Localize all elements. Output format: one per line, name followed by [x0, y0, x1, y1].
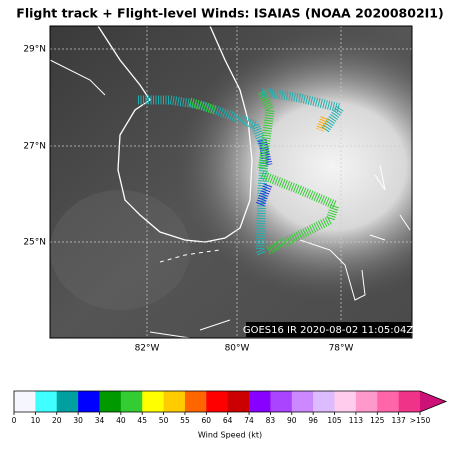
colorbar-tick-label: >150	[410, 416, 431, 425]
colorbar-segment	[99, 391, 122, 412]
colorbar-segment	[227, 391, 250, 412]
colorbar-segment	[206, 391, 228, 412]
coastline	[49, 59, 106, 96]
colorbar-tick-label: 40	[116, 416, 126, 425]
colorbar-segment	[270, 391, 293, 412]
colorbar-tick-label: 90	[287, 416, 297, 425]
colorbar-tick-label: 137	[391, 416, 406, 425]
colorbar-segment	[291, 391, 314, 412]
colorbar-segment	[14, 391, 36, 412]
colorbar-segment	[184, 391, 207, 412]
map-frame	[49, 25, 413, 339]
track-leg	[315, 116, 330, 132]
colorbar-label: Wind Speed (kt)	[198, 431, 262, 440]
track-leg	[261, 87, 348, 133]
colorbar-segment	[377, 391, 399, 412]
colorbar-tick-label: 60	[202, 416, 212, 425]
islands	[299, 164, 411, 301]
colorbar-tick-label: 10	[31, 416, 41, 425]
colorbar-tick-label: 96	[308, 416, 318, 425]
colorbar-segment	[249, 391, 271, 412]
cloud-mass	[50, 26, 412, 338]
annotation: GOES16 IR 2020-08-02 11:05:04Z	[243, 325, 413, 336]
lon-label: 82°W	[135, 344, 160, 354]
annotation-box	[246, 322, 411, 337]
track-leg	[250, 123, 270, 257]
colorbar-segment	[35, 391, 58, 412]
lat-label: 29°N	[23, 45, 46, 55]
colorbar-segment	[398, 391, 421, 412]
colorbar-segment	[56, 391, 79, 412]
map: GOES16 IR 2020-08-02 11:05:04Z	[49, 25, 413, 339]
flight-track	[138, 87, 348, 257]
colorbar-segment	[163, 391, 186, 412]
colorbar-tick-label: 34	[95, 416, 105, 425]
colorbar-segment	[120, 391, 143, 412]
track-leg	[257, 90, 275, 171]
lon-label: 80°W	[225, 344, 250, 354]
lon-label: 78°W	[329, 344, 354, 354]
colorbar-tick-label: 113	[349, 416, 364, 425]
colorbar-tick-label: 105	[327, 416, 342, 425]
title: Flight track + Flight-level Winds: ISAIA…	[16, 6, 443, 21]
track-leg	[138, 95, 257, 130]
graticule	[50, 26, 412, 338]
colorbar-tick-label: 20	[52, 416, 62, 425]
cloud-patch	[50, 190, 190, 310]
colorbar-tick-label: 30	[73, 416, 83, 425]
track-leg	[257, 138, 273, 167]
colorbar-tick-label: 50	[159, 416, 169, 425]
colorbar-tick-label: 64	[223, 416, 233, 425]
lat-label: 25°N	[23, 238, 46, 248]
lat-label: 27°N	[23, 142, 46, 152]
colorbar: 0 10 20 30 34 40 45 50 55 60 64 74 83 90 96 105 113 125 13…	[12, 390, 448, 425]
colorbar-outline	[13, 390, 448, 413]
track-leg	[255, 183, 273, 207]
colorbar-tick-label: 74	[244, 416, 254, 425]
colorbar-tick-label: 45	[137, 416, 147, 425]
colorbar-tick-label: 55	[180, 416, 190, 425]
colorbar-segment	[334, 391, 357, 412]
colorbar-tick-label: 125	[370, 416, 385, 425]
colorbar-segment	[355, 391, 378, 412]
colorbar-segment	[78, 391, 100, 412]
colorbar-segment	[142, 391, 164, 412]
track-leg	[188, 97, 217, 115]
colorbar-tick-label: 83	[266, 416, 276, 425]
colorbar-tick-label: 0	[12, 416, 17, 425]
colorbar-extension	[420, 391, 446, 412]
cuba-coast	[149, 319, 231, 339]
colorbar-segment	[313, 391, 335, 412]
